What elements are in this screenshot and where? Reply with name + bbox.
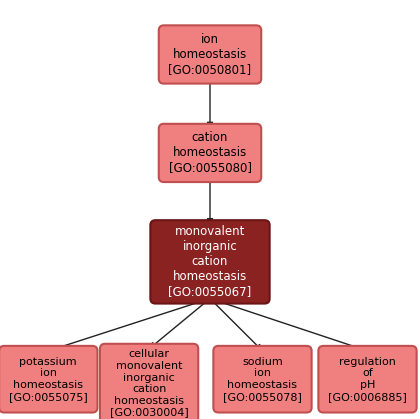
FancyBboxPatch shape xyxy=(318,346,417,412)
Text: cellular
monovalent
inorganic
cation
homeostasis
[GO:0030004]: cellular monovalent inorganic cation hom… xyxy=(110,349,189,417)
Text: regulation
of
pH
[GO:0006885]: regulation of pH [GO:0006885] xyxy=(328,357,407,401)
Text: monovalent
inorganic
cation
homeostasis
[GO:0055067]: monovalent inorganic cation homeostasis … xyxy=(168,225,252,298)
Text: sodium
ion
homeostasis
[GO:0055078]: sodium ion homeostasis [GO:0055078] xyxy=(223,357,302,401)
FancyBboxPatch shape xyxy=(159,25,261,84)
FancyBboxPatch shape xyxy=(150,220,270,303)
Text: ion
homeostasis
[GO:0050801]: ion homeostasis [GO:0050801] xyxy=(168,33,252,76)
FancyBboxPatch shape xyxy=(213,346,312,412)
Text: potassium
ion
homeostasis
[GO:0055075]: potassium ion homeostasis [GO:0055075] xyxy=(9,357,88,401)
FancyBboxPatch shape xyxy=(0,346,97,412)
FancyBboxPatch shape xyxy=(159,124,261,182)
Text: cation
homeostasis
[GO:0055080]: cation homeostasis [GO:0055080] xyxy=(168,132,252,174)
FancyBboxPatch shape xyxy=(100,344,198,419)
